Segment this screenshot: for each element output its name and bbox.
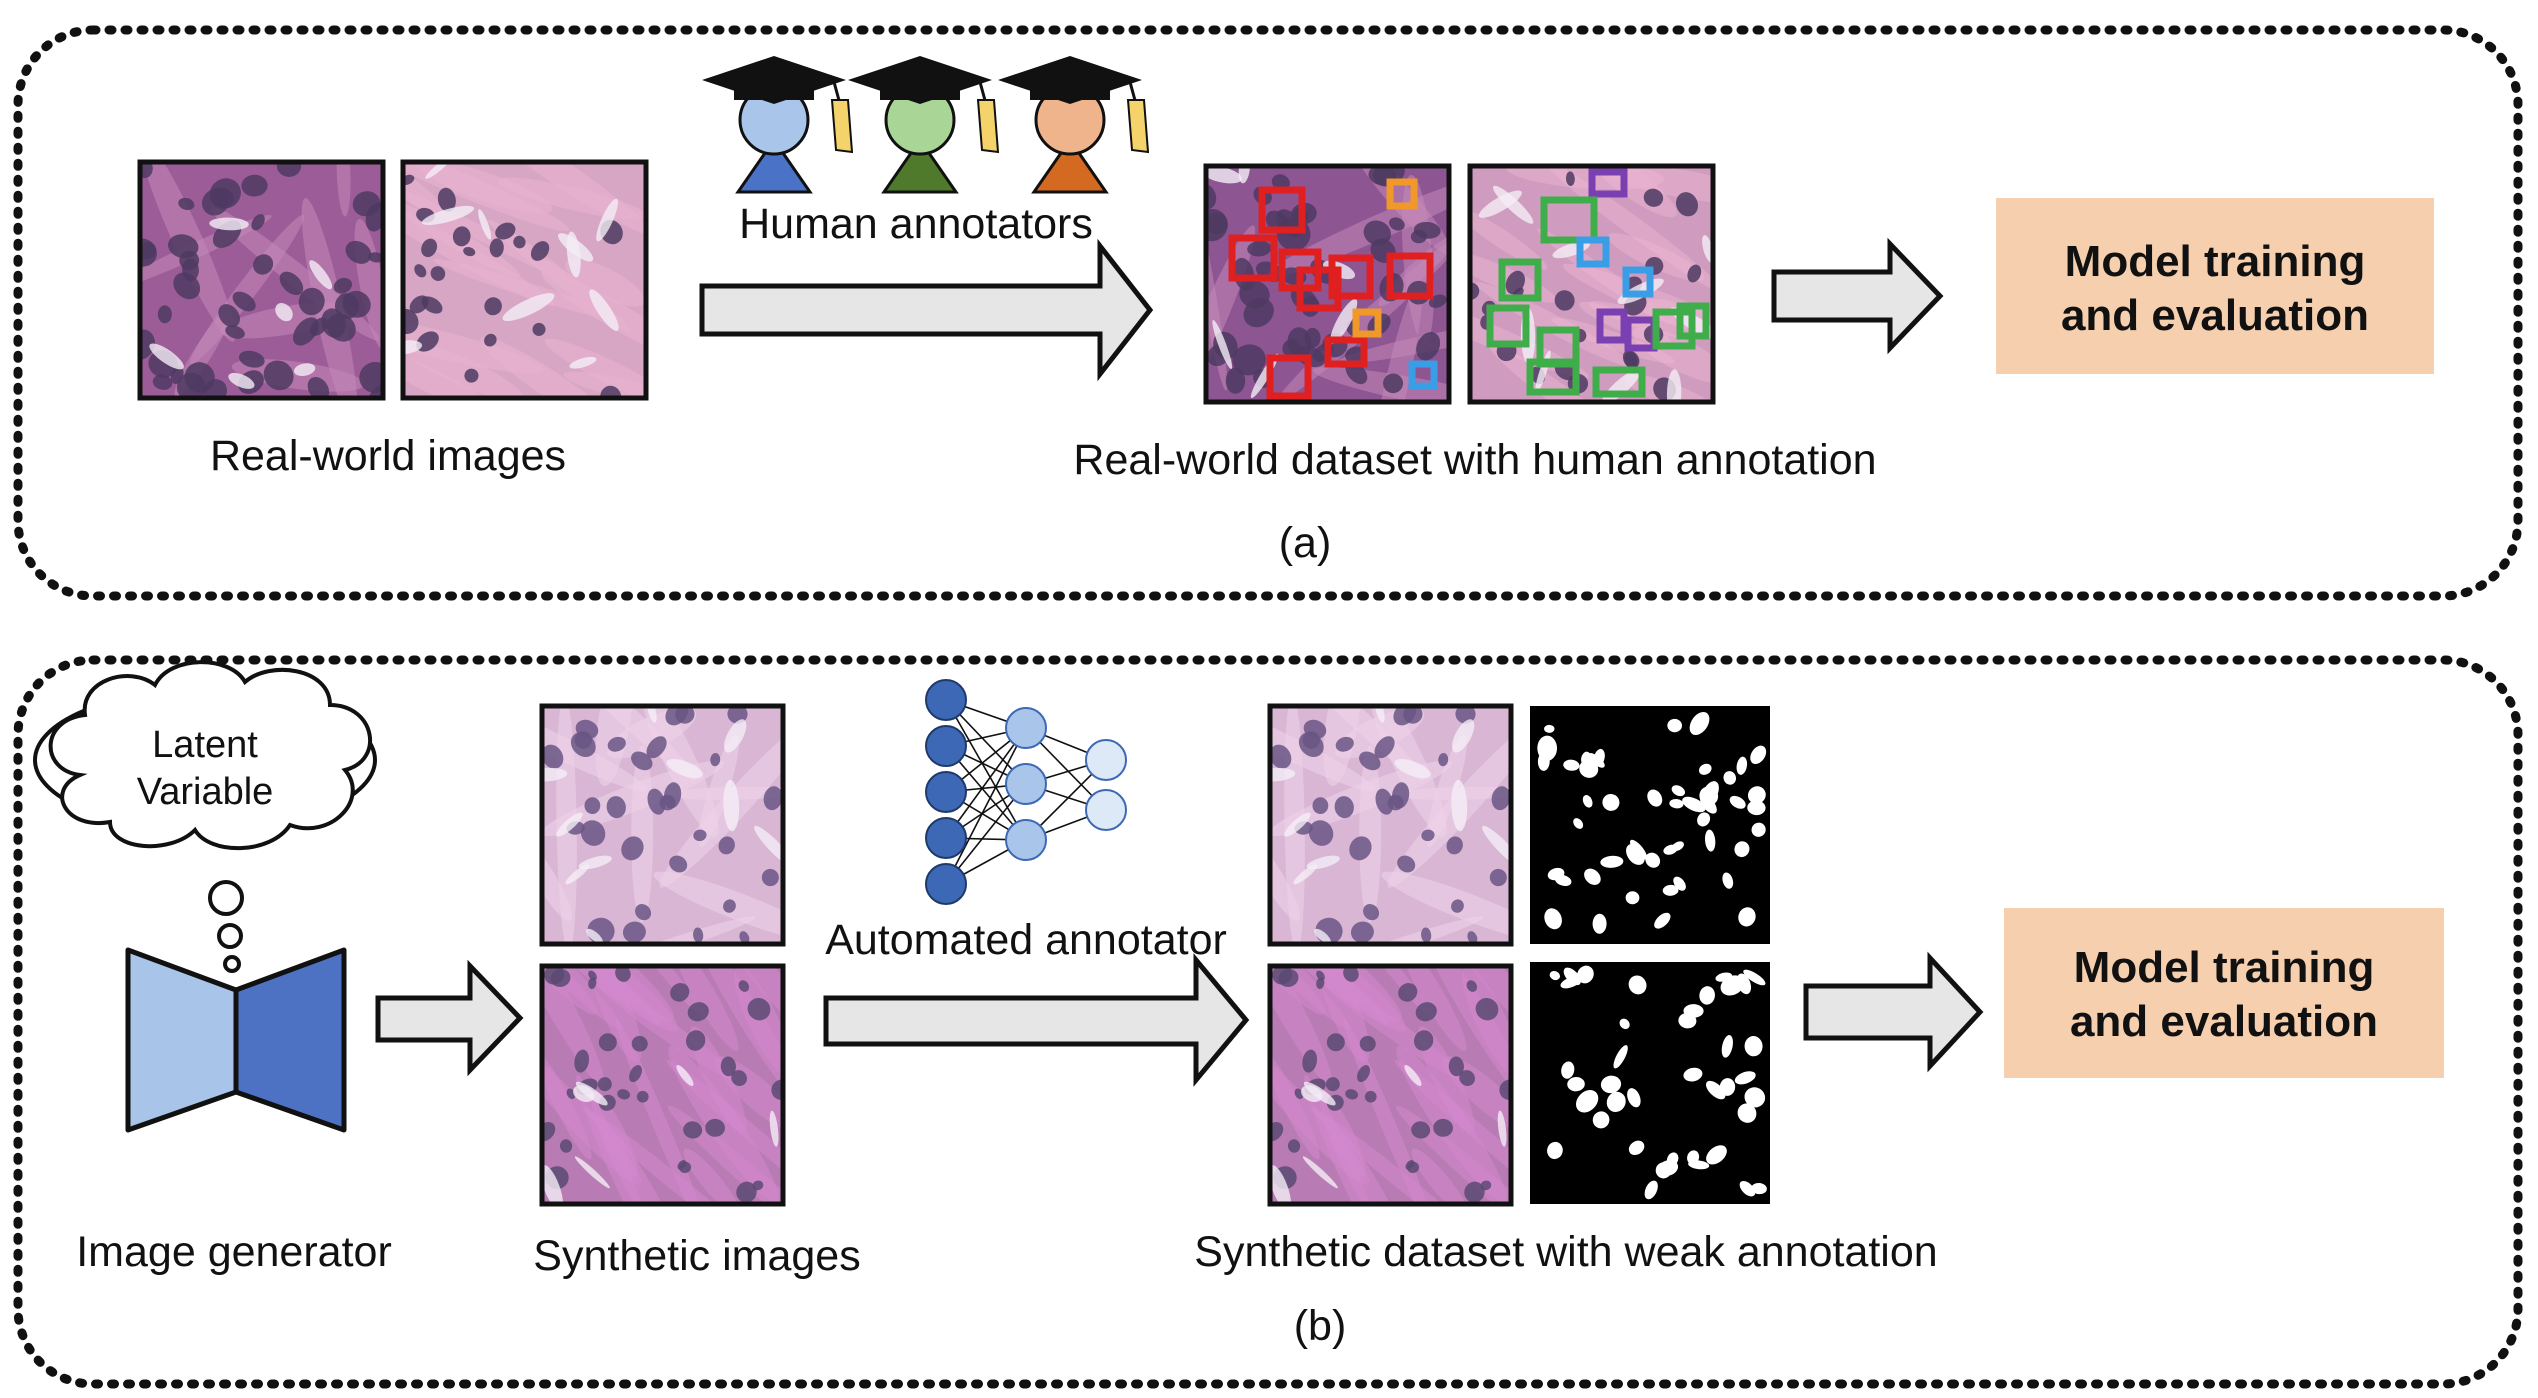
synthetic-dataset-image-1 [1267,703,1514,947]
model-box-b-line2: and evaluation [2070,997,2378,1046]
arrow-to-annotated-dataset [699,238,1154,382]
image-generator-icon [125,947,347,1133]
model-box-a-line1: Model training [2065,237,2366,286]
human-annotator-icons [702,56,1150,194]
annotated-image-2 [1467,163,1716,405]
weak-annotation-mask-1 [1530,706,1770,944]
real-world-dataset-label: Real-world dataset with human annotation [1073,436,1876,484]
panel-a-caption: (a) [1279,519,1332,567]
panel-b-frame [13,655,2523,1389]
weak-annotation-mask-2 [1530,962,1770,1204]
model-box-a-line2: and evaluation [2061,291,2369,340]
model-box-b-line1: Model training [2074,943,2375,992]
real-world-image-1 [137,159,386,401]
annotation-boxes-1 [1228,178,1438,400]
annotation-boxes-2 [1486,168,1710,398]
synthetic-dataset-label: Synthetic dataset with weak annotation [1194,1228,1937,1276]
synthetic-image-2 [539,963,786,1207]
arrow-to-synthetic-images [375,959,524,1077]
synthetic-images-label: Synthetic images [533,1232,860,1280]
synthetic-dataset-image-2 [1267,963,1514,1207]
human-annotators-label: Human annotators [739,200,1093,248]
neural-network-icon [925,679,1127,905]
arrow-to-model-a [1771,237,1944,355]
model-training-box-a: Model training and evaluation [1996,198,2434,374]
real-world-image-2 [400,159,649,401]
panel-a-frame [13,25,2523,601]
image-generator-label: Image generator [76,1228,392,1276]
real-world-images-label: Real-world images [210,432,566,480]
arrow-to-synthetic-dataset [823,953,1250,1087]
cloud-label-line1: Latent [152,724,258,766]
automated-annotator-label: Automated annotator [825,916,1227,964]
annotated-image-1 [1203,163,1452,405]
arrow-to-model-b [1803,951,1984,1073]
synthetic-image-1 [539,703,786,947]
model-training-box-b: Model training and evaluation [2004,908,2444,1078]
latent-variable-cloud: Latent Variable [33,660,377,973]
cloud-label-line2: Variable [137,771,274,813]
panel-b-caption: (b) [1294,1302,1347,1350]
